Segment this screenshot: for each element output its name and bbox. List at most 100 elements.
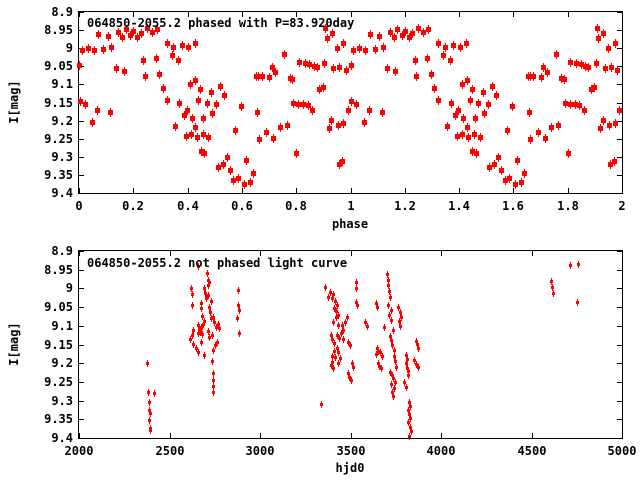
data-point xyxy=(527,108,532,117)
data-point xyxy=(603,64,608,73)
data-point xyxy=(200,339,203,346)
x-axis-tick xyxy=(513,188,514,193)
data-point xyxy=(582,106,587,115)
data-point xyxy=(206,270,209,277)
data-point xyxy=(390,337,393,344)
data-point xyxy=(455,132,460,141)
data-point xyxy=(594,59,599,68)
data-point xyxy=(96,30,101,39)
data-point xyxy=(212,370,215,377)
data-point xyxy=(405,360,408,367)
data-point xyxy=(392,33,397,42)
data-point xyxy=(381,43,386,52)
data-point xyxy=(393,67,398,76)
data-point xyxy=(487,163,492,172)
data-point xyxy=(206,133,211,142)
data-point xyxy=(303,59,308,68)
data-point xyxy=(155,25,160,34)
x-tick-label: 2 xyxy=(618,199,626,213)
data-point xyxy=(116,28,121,37)
y-axis-tick xyxy=(617,270,622,271)
data-point xyxy=(196,96,201,105)
y-axis-tick xyxy=(617,438,622,439)
y-axis-tick xyxy=(617,401,622,402)
x-axis-tick xyxy=(351,12,352,17)
data-point xyxy=(106,32,111,41)
data-point xyxy=(290,75,295,84)
data-point xyxy=(236,315,239,322)
x-axis-label-hjd0: hjd0 xyxy=(335,461,365,475)
data-point xyxy=(330,332,333,339)
data-point xyxy=(413,357,416,364)
data-point xyxy=(296,100,301,109)
y-axis-tick xyxy=(617,326,622,327)
data-point xyxy=(568,100,573,109)
data-point xyxy=(334,354,337,361)
data-point xyxy=(273,68,278,77)
y-axis-tick xyxy=(617,121,622,122)
data-point xyxy=(312,62,317,71)
x-axis-label-phase: phase xyxy=(331,217,369,231)
data-point xyxy=(330,29,335,38)
data-point xyxy=(408,433,411,440)
x-axis-tick xyxy=(170,433,171,438)
data-point xyxy=(192,341,195,348)
data-point xyxy=(341,119,346,128)
data-point xyxy=(515,156,520,165)
y-axis-tick xyxy=(79,157,84,158)
data-point xyxy=(213,319,216,326)
data-point xyxy=(409,403,412,410)
data-point xyxy=(391,389,394,396)
data-point xyxy=(337,312,340,319)
data-point xyxy=(297,58,302,67)
data-point xyxy=(310,106,315,115)
data-point xyxy=(393,385,396,392)
data-point xyxy=(331,353,334,360)
data-point xyxy=(388,312,391,319)
y-tick-label: 9.4 xyxy=(51,186,73,200)
x-tick-label: 3500 xyxy=(336,444,366,458)
data-point xyxy=(149,410,152,417)
data-point xyxy=(470,85,475,94)
data-point xyxy=(337,160,342,169)
data-point xyxy=(579,60,584,69)
data-point xyxy=(339,355,342,362)
data-point xyxy=(291,99,296,108)
y-axis-tick xyxy=(79,175,84,176)
data-point xyxy=(355,285,358,292)
y-axis-tick xyxy=(617,66,622,67)
data-point xyxy=(332,365,335,372)
data-point xyxy=(472,130,477,139)
data-point xyxy=(539,73,544,82)
data-point xyxy=(522,169,527,178)
data-point xyxy=(552,290,555,297)
data-point xyxy=(342,327,345,334)
data-point xyxy=(148,407,151,414)
y-tick-label: 9.05 xyxy=(44,59,73,73)
data-point xyxy=(394,358,397,365)
data-point xyxy=(324,284,327,291)
data-point xyxy=(421,28,426,37)
data-point xyxy=(541,63,546,72)
data-point xyxy=(543,134,548,143)
data-point xyxy=(448,56,453,65)
data-point xyxy=(77,61,82,70)
data-point xyxy=(606,44,611,53)
data-point xyxy=(391,342,394,349)
y-tick-label: 8.9 xyxy=(51,244,73,258)
data-point xyxy=(568,58,573,67)
data-point xyxy=(315,63,320,72)
data-point xyxy=(270,63,275,72)
data-point xyxy=(569,262,572,269)
data-point xyxy=(406,356,409,363)
data-point xyxy=(191,332,194,339)
data-point xyxy=(474,149,479,158)
data-point xyxy=(531,72,536,81)
data-point xyxy=(354,100,359,109)
y-tick-label: 8.95 xyxy=(44,263,73,277)
data-point xyxy=(496,153,501,162)
data-point xyxy=(198,327,201,334)
data-point xyxy=(545,68,550,77)
data-point xyxy=(613,119,618,128)
